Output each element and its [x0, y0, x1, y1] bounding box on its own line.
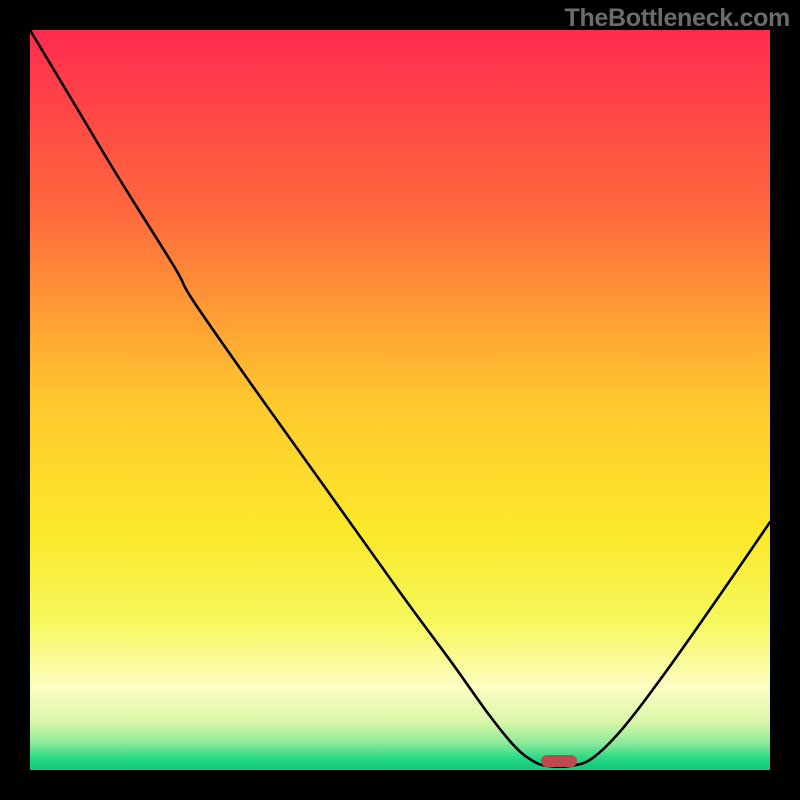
chart-container: TheBottleneck.com	[0, 0, 800, 800]
plot-area	[30, 30, 770, 770]
curve-path	[30, 30, 770, 767]
bottleneck-curve	[30, 30, 770, 770]
optimal-marker	[541, 755, 577, 767]
watermark-text: TheBottleneck.com	[564, 4, 790, 33]
